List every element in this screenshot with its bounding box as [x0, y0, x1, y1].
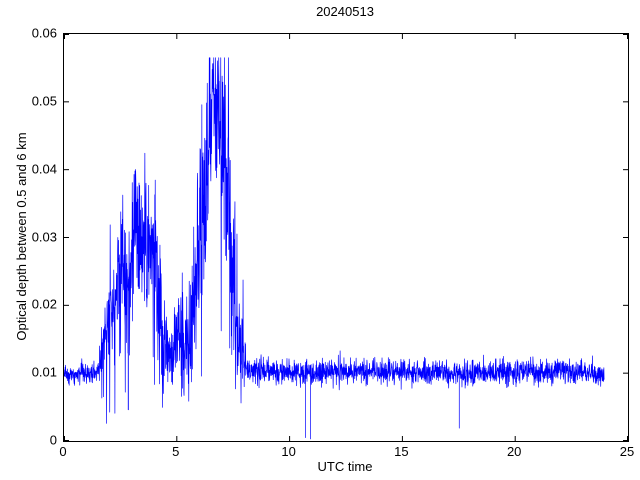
chart-title: 20240513	[316, 4, 374, 19]
y-axis-tick-labels: 0 0.01 0.02 0.03 0.04 0.05 0.06	[0, 26, 57, 448]
x-tick-label: 0	[59, 444, 67, 459]
plot-area	[63, 33, 629, 442]
x-tick-label: 10	[281, 444, 296, 459]
x-tick-label: 25	[619, 444, 635, 459]
y-tick-label: 0.04	[31, 161, 57, 177]
x-axis-tick-labels: 0 5 10 15 20 25	[59, 444, 634, 464]
y-tick-label: 0.06	[31, 25, 57, 41]
series-line-optical-depth	[64, 57, 605, 440]
y-tick-label: 0.05	[31, 93, 57, 109]
y-tick-label: 0.03	[31, 229, 57, 244]
data-series-svg	[64, 34, 628, 441]
x-tick-label: 15	[394, 444, 409, 459]
x-tick-label: 20	[506, 444, 522, 459]
x-axis-label: UTC time	[317, 459, 373, 474]
axis-tick-marks	[64, 34, 628, 441]
y-tick-label: 0.01	[31, 364, 57, 380]
x-tick-label: 5	[172, 444, 180, 459]
y-tick-label: 0.02	[31, 296, 57, 312]
y-tick-label: 0	[49, 432, 57, 448]
